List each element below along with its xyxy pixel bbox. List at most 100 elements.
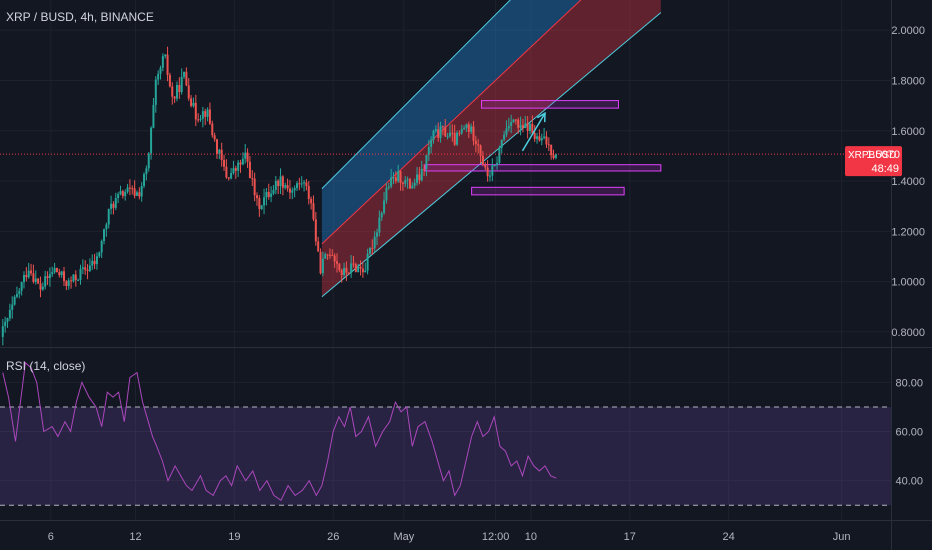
- candle-body: [208, 109, 211, 124]
- candle-body: [368, 248, 371, 254]
- candle-body: [131, 188, 134, 190]
- candle-body: [234, 168, 237, 171]
- candle-body: [263, 197, 266, 206]
- candle-body: [547, 144, 550, 146]
- candle-body: [305, 182, 308, 187]
- candle-body: [493, 165, 496, 167]
- candle-body: [300, 183, 303, 185]
- candle-body: [41, 286, 44, 290]
- candle-body: [352, 263, 355, 265]
- candle-body: [498, 147, 501, 163]
- candle-body: [505, 128, 508, 135]
- candle-body: [474, 140, 477, 145]
- candle-body: [204, 111, 207, 117]
- candle-body: [46, 276, 49, 278]
- candle-body: [15, 293, 18, 297]
- candle-body: [241, 158, 244, 165]
- candle-body: [37, 278, 40, 284]
- candle-body: [105, 224, 108, 230]
- candle-body: [288, 188, 291, 193]
- candle-body: [244, 152, 247, 159]
- grid-lines: [0, 0, 891, 520]
- candle-body: [166, 54, 169, 75]
- candle-body: [67, 280, 70, 287]
- candle-body: [81, 267, 84, 270]
- price-zones[interactable]: [424, 100, 662, 196]
- candle-body: [145, 168, 148, 175]
- candle-body: [291, 190, 294, 193]
- candle-body: [185, 71, 188, 86]
- candle-body: [171, 86, 174, 97]
- price-axis-label: 1.8000: [891, 75, 925, 87]
- candle-body: [135, 192, 138, 196]
- rsi-indicator: [0, 361, 891, 506]
- candle-body: [237, 162, 240, 171]
- candle-body: [23, 275, 26, 282]
- candle-body: [239, 162, 242, 165]
- candle-body: [164, 54, 167, 57]
- candle-body: [260, 205, 263, 209]
- price-axis[interactable]: 2.0000 1.8000 1.6000 1.4000 1.2000 1.0000 0.80…: [891, 25, 925, 339]
- candle-body: [319, 251, 322, 274]
- candle-body: [201, 111, 204, 119]
- candle-body: [552, 155, 555, 159]
- candle-body: [543, 136, 546, 139]
- candle-body: [359, 266, 362, 269]
- candle-body: [119, 191, 122, 195]
- candle-body: [401, 182, 404, 184]
- price-tag-symbol: XRPBUSD: [848, 150, 896, 161]
- candle-body: [230, 172, 233, 179]
- candle-body: [453, 133, 456, 145]
- candle-body: [18, 290, 21, 294]
- candle-body: [354, 264, 357, 272]
- candle-body: [48, 274, 51, 278]
- candle-body: [4, 321, 7, 327]
- candle-body: [496, 162, 499, 166]
- candle-body: [293, 188, 296, 191]
- candle-body: [88, 265, 91, 272]
- candle-body: [65, 280, 68, 287]
- candle-body: [211, 123, 214, 136]
- candle-body: [100, 240, 103, 253]
- candle-body: [420, 168, 423, 181]
- candle-body: [190, 98, 193, 107]
- candle-body: [159, 67, 162, 74]
- candlestick-series: [1, 46, 557, 346]
- rsi-axis[interactable]: 80.00 60.00 40.00: [895, 377, 923, 487]
- candle-body: [180, 76, 183, 93]
- candle-body: [143, 174, 146, 186]
- candle-body: [345, 267, 348, 273]
- candle-body: [114, 198, 117, 208]
- channel-mid-line: [321, 0, 582, 245]
- candle-body: [258, 198, 261, 209]
- candle-body: [138, 192, 141, 197]
- candle-body: [140, 185, 143, 197]
- price-axis-label: 0.8000: [891, 327, 925, 339]
- candle-body: [357, 266, 360, 272]
- candle-body: [215, 139, 218, 154]
- arrow-shaft: [521, 112, 546, 152]
- candle-body: [347, 272, 350, 274]
- candle-body: [150, 127, 153, 154]
- candle-body: [91, 260, 94, 266]
- candle-body: [103, 229, 106, 241]
- candle-body: [223, 159, 226, 167]
- candle-body: [444, 126, 447, 137]
- candle-body: [286, 185, 289, 189]
- candle-body: [265, 192, 268, 198]
- time-axis[interactable]: 6 12 19 26 May 12:00 10 17 24 Jun: [0, 520, 932, 544]
- candle-body: [124, 191, 127, 197]
- candle-body: [430, 139, 433, 147]
- candle-body: [477, 144, 480, 146]
- candle-body: [340, 270, 343, 276]
- candle-body: [387, 186, 390, 188]
- time-axis-label: 12: [129, 531, 141, 543]
- candle-body: [251, 178, 254, 180]
- candle-body: [161, 56, 164, 68]
- candle-body: [13, 296, 16, 305]
- projection-arrow[interactable]: [521, 111, 546, 152]
- candle-body: [328, 254, 331, 256]
- channel-upper-line: [321, 0, 511, 189]
- candle-body: [178, 84, 181, 93]
